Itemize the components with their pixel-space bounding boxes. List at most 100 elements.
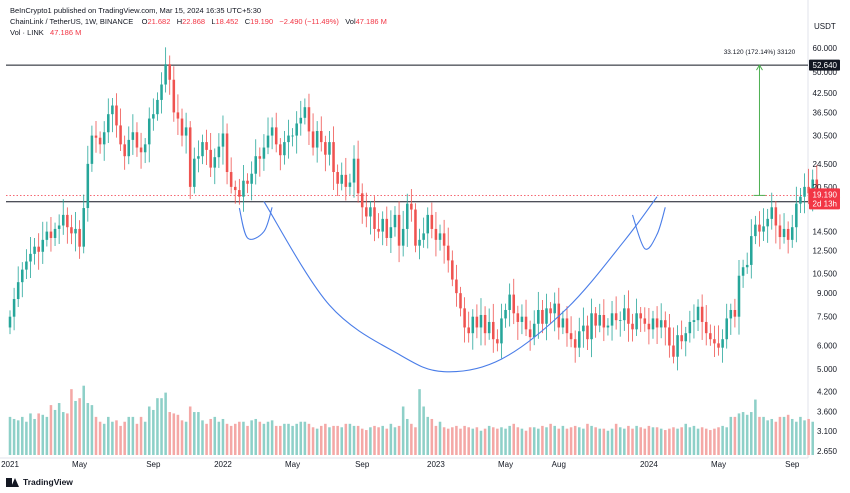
candle-body — [500, 318, 503, 344]
time-tick-label: Sep — [355, 460, 370, 469]
time-tick-label: May — [711, 460, 726, 469]
price-tick-label: 42.500 — [813, 89, 838, 98]
handle-curve — [631, 207, 666, 250]
volume-bar — [311, 427, 315, 455]
candle-body — [332, 142, 335, 173]
volume-bar — [233, 423, 237, 455]
candle-body — [131, 132, 135, 140]
candle-body — [700, 306, 704, 322]
volume-bar — [709, 430, 712, 455]
candle-body — [688, 321, 692, 334]
volume-bar — [266, 421, 270, 455]
candle-body — [365, 207, 368, 217]
volume-bar — [143, 421, 147, 455]
key-level-badge — [809, 59, 840, 71]
volume-bar — [229, 425, 233, 455]
candle-body — [246, 180, 249, 184]
price-tick-label: 30.500 — [813, 132, 838, 141]
candle-body — [352, 158, 356, 183]
candle-body — [266, 135, 270, 148]
volume-bar — [156, 398, 159, 455]
volume-bar — [676, 428, 679, 455]
candle-body — [348, 182, 352, 187]
candle-body — [590, 313, 593, 340]
candle-body — [299, 117, 303, 124]
time-tick-label: 2021 — [1, 460, 19, 469]
candle-body — [651, 318, 655, 330]
vol-label: Vol — [345, 17, 356, 26]
volume-bar — [487, 425, 491, 455]
candle-body — [303, 107, 307, 118]
candle-body — [537, 309, 540, 324]
candle-body — [463, 308, 466, 328]
volume-bar — [270, 420, 274, 455]
candle-body — [635, 313, 638, 330]
volume-bar — [684, 423, 688, 455]
candle-body — [37, 246, 40, 252]
candle-body — [790, 227, 794, 240]
volume-bar — [430, 418, 434, 455]
candle-body — [692, 320, 696, 322]
volume-bar — [455, 425, 458, 455]
tradingview-brand[interactable]: TradingView — [6, 477, 73, 487]
volume-bar — [49, 405, 53, 455]
volume-bar — [532, 427, 536, 455]
volume-bar — [188, 406, 192, 455]
low-value: 18.452 — [215, 17, 239, 26]
volume-bar — [754, 399, 757, 455]
price-badge — [809, 188, 840, 210]
volume-bar — [590, 425, 593, 455]
candle-body — [745, 264, 749, 268]
volume-bar — [258, 421, 262, 455]
volume-bar — [381, 425, 384, 455]
candle-body — [545, 308, 548, 324]
volume-bar — [762, 416, 765, 455]
candle-body — [250, 173, 253, 184]
volume-bar — [12, 418, 16, 455]
volume-bar — [348, 423, 352, 455]
candle-body — [311, 131, 315, 148]
candle-body — [102, 132, 106, 145]
candle-body — [8, 316, 12, 328]
cup-curve — [263, 196, 658, 373]
candle-body — [197, 156, 200, 159]
change-value: −2.490 (−11.49%) — [279, 17, 339, 26]
price-tick-label: 3.600 — [817, 407, 838, 416]
candle-body — [209, 149, 212, 168]
volume-bar — [41, 414, 45, 455]
volume-bar — [668, 428, 671, 455]
volume-bar — [8, 416, 12, 455]
candle-body — [475, 316, 479, 328]
volume-bar — [799, 416, 802, 455]
candle-body — [340, 174, 344, 184]
price-tick-label: 3.100 — [817, 427, 838, 436]
volume-bar — [643, 428, 647, 455]
candle-body — [324, 142, 327, 155]
candle-body — [139, 147, 143, 153]
price-tick-label: 2.650 — [817, 447, 838, 456]
candle-body — [614, 313, 618, 321]
volume-bar — [168, 412, 171, 455]
candle-body — [12, 299, 16, 317]
candle-body — [41, 239, 45, 252]
chart-header: BeInCrypto1 published on TradingView.com… — [10, 5, 387, 38]
high-label: H — [176, 17, 183, 26]
candle-body — [664, 320, 667, 328]
volume-bar — [635, 425, 638, 455]
candle-body — [238, 190, 241, 197]
volume-bar — [303, 421, 307, 455]
candle-body — [725, 318, 728, 340]
volume-bar — [508, 425, 511, 455]
price-badge-value: 19.190 — [813, 190, 838, 199]
candle-body — [94, 135, 98, 138]
candle-body — [487, 321, 491, 334]
symbol-label: ChainLink / TetherUS, 1W, BINANCE — [10, 17, 134, 26]
volume-bar — [627, 425, 630, 455]
price-tick-label: 5.000 — [817, 365, 838, 374]
candle-body — [606, 325, 610, 328]
candle-body — [770, 207, 774, 219]
candle-body — [549, 308, 552, 314]
candle-body — [295, 123, 298, 136]
candle-body — [344, 174, 348, 187]
